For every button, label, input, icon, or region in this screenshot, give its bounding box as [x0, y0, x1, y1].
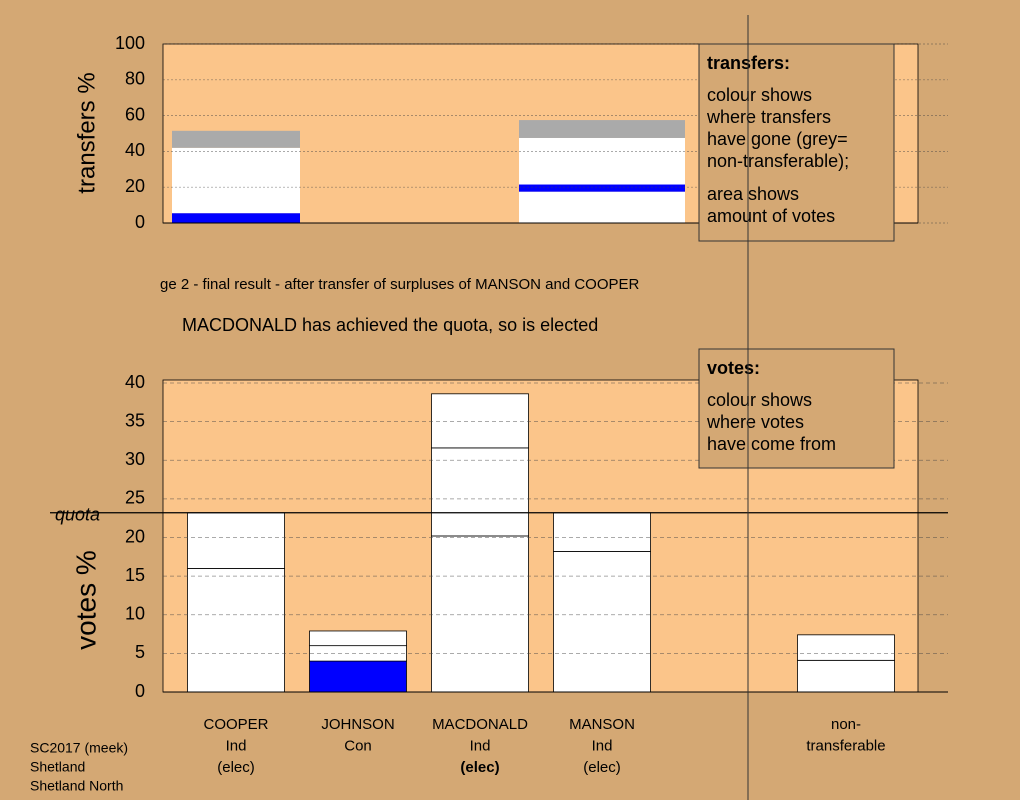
legend-box: [698, 43, 895, 242]
y-tick-label: 25: [125, 488, 145, 508]
bar-segment: [187, 512, 285, 569]
bar-segment: [553, 512, 651, 552]
y-tick-label: 40: [125, 140, 145, 160]
bar-segment: [797, 659, 895, 693]
bar-segment: [519, 184, 685, 192]
x-tick-label: Con: [344, 737, 372, 754]
y-tick-label: 0: [135, 681, 145, 701]
x-tick-label: Ind: [226, 737, 247, 754]
footer-line: SC2017 (meek): [30, 740, 128, 756]
bar-segment: [431, 535, 529, 693]
bar-segment: [431, 447, 529, 537]
y-tick-label: 20: [125, 176, 145, 196]
bar-segment: [187, 568, 285, 693]
y-tick-label: 5: [135, 642, 145, 662]
y-tick-label: 100: [115, 33, 145, 53]
legend-text: area shows: [707, 184, 799, 204]
x-tick-label: JOHNSON: [321, 716, 394, 733]
footer-line: Shetland North: [30, 778, 123, 794]
x-tick-label: MANSON: [569, 716, 635, 733]
y-tick-label: 35: [125, 410, 145, 430]
y-tick-label: 40: [125, 372, 145, 392]
bar-segment: [519, 137, 685, 185]
x-tick-label: COOPER: [203, 716, 268, 733]
y-axis-label: votes %: [70, 550, 101, 650]
legend-title: votes:: [707, 358, 760, 378]
bar-segment: [172, 213, 300, 223]
bar-segment: [431, 393, 529, 449]
bar-segment: [172, 130, 300, 148]
legend-text: colour shows: [707, 390, 812, 410]
x-tick-label: (elec): [460, 759, 499, 776]
y-tick-label: 20: [125, 526, 145, 546]
legend-text: where votes: [706, 412, 804, 432]
heading: MACDONALD has achieved the quota, so is …: [182, 315, 598, 335]
bar-segment: [553, 551, 651, 693]
legend-text: non-transferable);: [707, 151, 849, 171]
x-tick-label: transferable: [806, 737, 885, 754]
y-axis-label: transfers %: [73, 72, 100, 193]
bar-segment: [797, 634, 895, 661]
legend-text: colour shows: [707, 85, 812, 105]
bar-segment: [309, 660, 407, 693]
x-tick-label: (elec): [583, 759, 621, 776]
legend-text: amount of votes: [707, 206, 835, 226]
legend-text: where transfers: [706, 107, 831, 127]
legend-text: have gone (grey=: [707, 129, 848, 149]
legend-title: transfers:: [707, 53, 790, 73]
y-tick-label: 0: [135, 212, 145, 232]
y-tick-label: 80: [125, 69, 145, 89]
footer-line: Shetland: [30, 759, 85, 775]
legend-box: [698, 348, 895, 469]
bar-segment: [519, 191, 685, 223]
x-tick-label: (elec): [217, 759, 255, 776]
y-tick-label: 30: [125, 449, 145, 469]
x-tick-label: Ind: [592, 737, 613, 754]
quota-label: quota: [55, 505, 100, 525]
x-tick-label: MACDONALD: [432, 716, 528, 733]
caption: ge 2 - final result - after transfer of …: [160, 276, 640, 293]
y-tick-label: 10: [125, 604, 145, 624]
x-tick-label: Ind: [470, 737, 491, 754]
y-tick-label: 15: [125, 565, 145, 585]
y-tick-label: 60: [125, 104, 145, 124]
x-tick-label: non-: [831, 716, 861, 733]
bar-segment: [309, 630, 407, 647]
bar-segment: [172, 147, 300, 214]
legend-text: have come from: [707, 434, 836, 454]
bar-segment: [519, 120, 685, 138]
